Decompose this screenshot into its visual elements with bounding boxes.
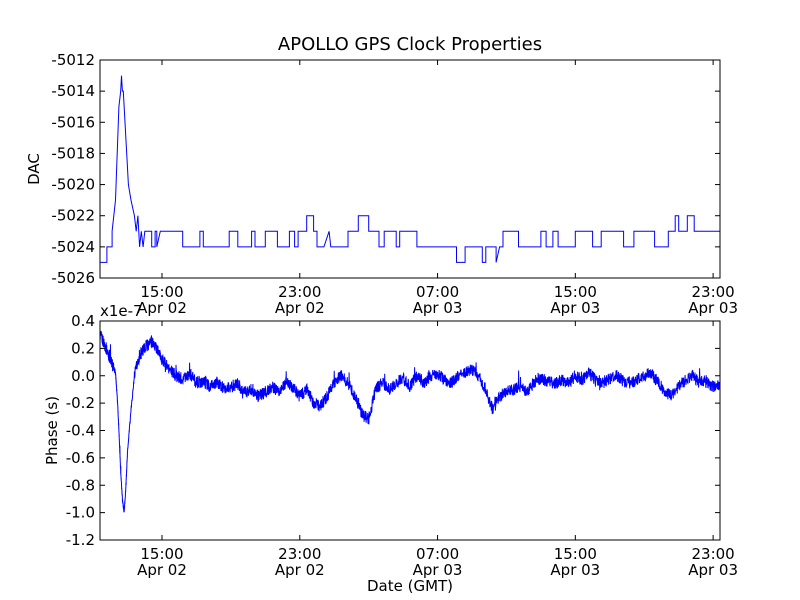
y-tick-label: -0.4 (66, 422, 95, 440)
y-tick-label: -5018 (51, 144, 95, 162)
chart-dac: -5026 -5024 -5022 -5020 -5018 -5016 -5014 -5012… (25, 51, 738, 317)
y-tick-label: -0.6 (66, 449, 95, 467)
y-tick-label: -1.2 (66, 531, 95, 549)
x-tick-label-time: 23:00 (691, 545, 734, 563)
x-tick-label-date: Apr 03 (413, 299, 463, 317)
x-tick-label-date: Apr 03 (550, 561, 600, 579)
y-tick-label: 0.2 (71, 339, 95, 357)
x-tick-label-date: Apr 03 (688, 561, 738, 579)
x-tick-label-time: 07:00 (416, 283, 459, 301)
x-axis-label: Date (GMT) (367, 577, 453, 595)
axes-frame-dac (99, 59, 721, 279)
chart-title: APOLLO GPS Clock Properties (278, 34, 542, 55)
y-tick-label: -5026 (51, 269, 95, 287)
series-line-phase (100, 330, 720, 513)
x-tick-label-date: Apr 02 (275, 299, 325, 317)
y-axis-label: DAC (25, 153, 43, 185)
chart-phase: -1.2-1.0-0.8-0.6-0.4-0.20.00.20.415:00Ap… (43, 302, 738, 595)
x-tick-label-date: Apr 03 (688, 299, 738, 317)
y-tick-label: 0.4 (71, 312, 95, 330)
series-line-dac (100, 75, 720, 263)
panels: -5026 -5024 -5022 -5020 -5018 -5016 -5014 -5012… (25, 51, 738, 595)
x-tick-label-time: 15:00 (140, 545, 183, 563)
y-tick-label: -5020 (51, 176, 95, 194)
x-tick-label-date: Apr 02 (275, 561, 325, 579)
y-tick-label: -5012 (51, 51, 95, 69)
y-tick-label: -5014 (51, 82, 95, 100)
x-tick-label-time: 23:00 (278, 545, 321, 563)
y-tick-label: -0.8 (66, 476, 95, 494)
y-tick-label: -0.2 (66, 394, 95, 412)
x-tick-label-time: 15:00 (554, 283, 597, 301)
x-tick-label-time: 15:00 (554, 545, 597, 563)
x-tick-label-date: Apr 03 (413, 561, 463, 579)
x-tick-label-date: Apr 02 (137, 561, 187, 579)
x-tick-label-date: Apr 02 (137, 299, 187, 317)
x-tick-label-time: 23:00 (278, 283, 321, 301)
x-tick-label-date: Apr 03 (550, 299, 600, 317)
y-tick-label: -1.0 (66, 504, 95, 522)
x-tick-label-time: 07:00 (416, 545, 459, 563)
y-tick-label: -5022 (51, 207, 95, 225)
y-tick-label: 0.0 (71, 367, 95, 385)
x-tick-label-time: 23:00 (691, 283, 734, 301)
scale-label: x1e-7 (100, 302, 143, 320)
x-tick-label-time: 15:00 (140, 283, 183, 301)
y-tick-label: -5016 (51, 113, 95, 131)
y-axis-label: Phase (s) (43, 396, 61, 465)
y-tick-label: -5024 (51, 238, 95, 256)
